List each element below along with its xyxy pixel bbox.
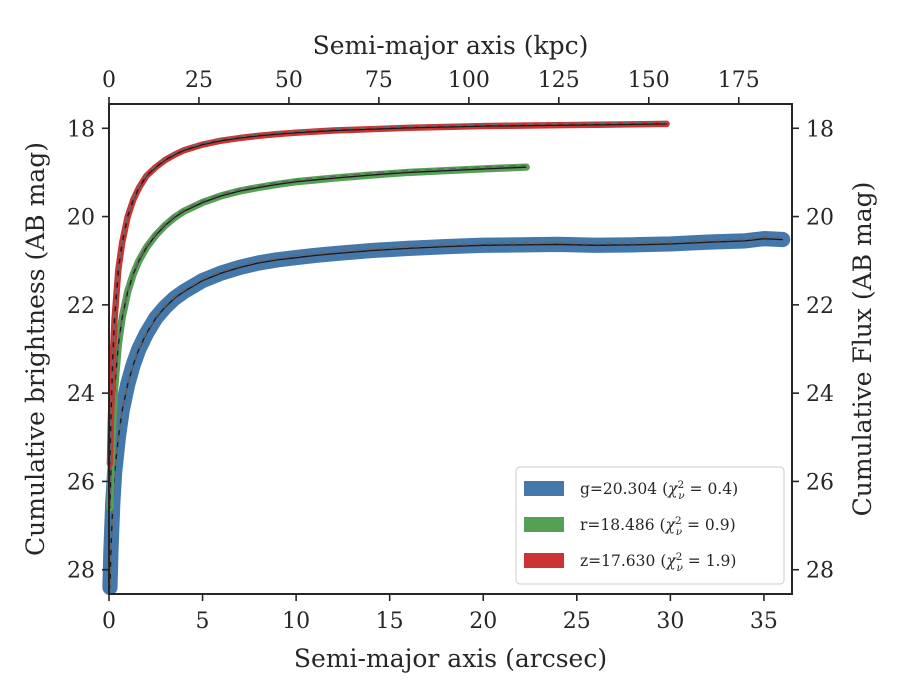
legend: g=20.304 (χ2 ν = 0.4) r=18.486 (χ2 ν = 0.9)… xyxy=(515,466,785,585)
x-bottom-tick-label-1: 5 xyxy=(196,609,210,634)
y-right-tick-label-2: 22 xyxy=(806,294,834,319)
y-left-tick-label-3: 24 xyxy=(67,382,95,407)
y-right-tick-label-1: 20 xyxy=(806,206,834,231)
x-top-tick-label-1: 25 xyxy=(185,68,213,93)
y-left-tick-label-4: 26 xyxy=(67,470,95,495)
plot-frame xyxy=(108,103,793,595)
ticks-layer: 0 5 10 15 20 25 30 35 0 25 50 75 100 125 150 175 18 18 20 2… xyxy=(67,68,834,634)
y-left-tick-label-2: 22 xyxy=(67,294,95,319)
x-bottom-tick-label-3: 15 xyxy=(376,609,404,634)
y-right-tick-label-4: 26 xyxy=(806,470,834,495)
x-top-tick-label-2: 50 xyxy=(275,68,303,93)
series-layer xyxy=(102,120,791,595)
x-bottom-tick-label-4: 20 xyxy=(469,609,497,634)
y-left-tick-label-1: 20 xyxy=(67,206,95,231)
legend-box xyxy=(515,466,785,585)
y-right-tick-label-5: 28 xyxy=(806,559,834,584)
y-axis-left-title: Cumulative brightness (AB mag) xyxy=(21,142,50,556)
x-bottom-tick-label-0: 0 xyxy=(102,609,116,634)
y-axis-right-title: Cumulative Flux (AB mag) xyxy=(848,182,877,517)
legend-swatch-0 xyxy=(524,481,564,496)
y-right-tick-label-0: 18 xyxy=(806,117,834,142)
x-top-tick-label-7: 175 xyxy=(718,68,760,93)
x-top-tick-label-3: 75 xyxy=(365,68,393,93)
series-model-dashed-1 xyxy=(108,164,527,507)
x-top-tick-label-6: 150 xyxy=(628,68,670,93)
legend-label-0: g=20.304 (χ2 ν = 0.4) xyxy=(580,479,738,502)
y-right-tick-label-3: 24 xyxy=(806,382,834,407)
x-bottom-tick-label-2: 10 xyxy=(282,609,310,634)
x-top-tick-label-4: 100 xyxy=(448,68,490,93)
legend-label-2: z=17.630 (χ2 ν = 1.9) xyxy=(580,551,736,574)
x-axis-bottom-title: Semi-major axis (arcsec) xyxy=(294,644,607,673)
series-model-dashed-0 xyxy=(108,236,783,586)
series-model-dashed-2 xyxy=(108,121,667,463)
legend-swatch-2 xyxy=(524,553,564,568)
legend-label-1: r=18.486 (χ2 ν = 0.9) xyxy=(580,515,736,538)
x-bottom-tick-label-7: 35 xyxy=(750,609,778,634)
y-left-tick-label-5: 28 xyxy=(67,559,95,584)
series-line-2 xyxy=(109,123,667,464)
x-axis-top-title: Semi-major axis (kpc) xyxy=(313,31,589,60)
x-top-tick-label-5: 125 xyxy=(538,68,580,93)
legend-swatch-1 xyxy=(524,517,564,532)
y-left-tick-label-0: 18 xyxy=(67,117,95,142)
x-top-tick-label-0: 0 xyxy=(102,68,116,93)
x-bottom-tick-label-6: 30 xyxy=(656,609,684,634)
x-bottom-tick-label-5: 25 xyxy=(563,609,591,634)
